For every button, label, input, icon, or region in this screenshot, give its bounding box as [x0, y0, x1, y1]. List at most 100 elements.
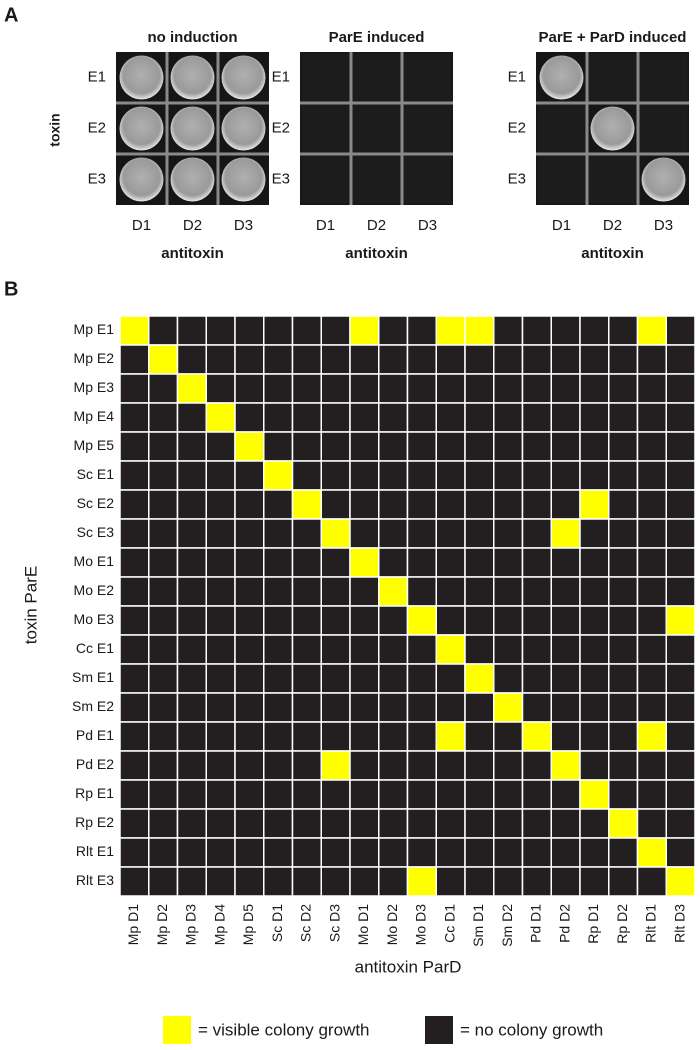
cell — [378, 315, 409, 346]
cell — [406, 692, 437, 723]
cell — [291, 489, 322, 520]
cell — [176, 808, 207, 839]
cell — [205, 750, 236, 781]
cell — [550, 547, 581, 578]
cell — [579, 663, 610, 694]
colony — [119, 55, 164, 100]
cell — [464, 866, 495, 897]
cell — [550, 576, 581, 607]
cell — [320, 344, 351, 375]
cell — [550, 779, 581, 810]
cell — [291, 808, 322, 839]
cell — [550, 866, 581, 897]
cell — [435, 692, 466, 723]
cell — [435, 779, 466, 810]
cell — [320, 866, 351, 897]
cell — [234, 837, 265, 868]
cell — [636, 547, 667, 578]
col-label: D1 — [316, 217, 335, 234]
cell — [608, 634, 639, 665]
cell — [493, 866, 524, 897]
cell — [435, 663, 466, 694]
cell — [493, 605, 524, 636]
row-label: Pd E2 — [76, 756, 114, 772]
cell — [291, 431, 322, 462]
legend-label: = no colony growth — [460, 1020, 603, 1039]
cell — [378, 431, 409, 462]
cell — [608, 866, 639, 897]
cell — [464, 721, 495, 752]
cell — [148, 634, 179, 665]
x-axis-label: antitoxin — [345, 245, 408, 262]
cell — [176, 489, 207, 520]
cell — [521, 663, 552, 694]
row-label: E2 — [88, 119, 106, 136]
cell — [234, 576, 265, 607]
cell — [464, 750, 495, 781]
cell — [665, 547, 696, 578]
legend-label: = visible colony growth — [198, 1020, 370, 1039]
cell — [349, 460, 380, 491]
cell — [435, 373, 466, 404]
cell — [148, 663, 179, 694]
plate-title: ParE induced — [329, 29, 425, 46]
cell — [205, 866, 236, 897]
row-label: Rlt E3 — [76, 872, 114, 888]
cell — [320, 402, 351, 433]
cell — [636, 837, 667, 868]
cell — [636, 692, 667, 723]
cell — [521, 866, 552, 897]
cell — [234, 692, 265, 723]
col-label: Pd D2 — [556, 904, 572, 943]
cell — [521, 518, 552, 549]
col-label: Pd D1 — [528, 904, 544, 943]
cell — [148, 605, 179, 636]
cell — [205, 808, 236, 839]
row-label: Sc E2 — [77, 495, 115, 511]
cell — [234, 344, 265, 375]
cell — [636, 779, 667, 810]
cell — [550, 402, 581, 433]
cell — [464, 576, 495, 607]
cell — [521, 344, 552, 375]
cell — [349, 808, 380, 839]
cell — [665, 315, 696, 346]
cell — [291, 866, 322, 897]
cell — [349, 634, 380, 665]
cell — [148, 866, 179, 897]
cell — [579, 866, 610, 897]
cell — [148, 373, 179, 404]
cell — [550, 721, 581, 752]
cell — [406, 721, 437, 752]
row-label: Sm E2 — [72, 698, 114, 714]
cell — [148, 489, 179, 520]
cell — [493, 460, 524, 491]
cell — [636, 721, 667, 752]
cell — [406, 808, 437, 839]
empty-spot — [352, 155, 401, 204]
empty-spot — [403, 53, 452, 102]
cell — [521, 547, 552, 578]
cell — [636, 315, 667, 346]
cell — [205, 460, 236, 491]
cell — [406, 634, 437, 665]
cell — [291, 547, 322, 578]
cell — [320, 808, 351, 839]
col-label: Mp D4 — [211, 904, 227, 945]
cell — [579, 576, 610, 607]
cell — [579, 373, 610, 404]
cell — [608, 779, 639, 810]
cell — [119, 373, 150, 404]
empty-spot — [352, 104, 401, 153]
cell — [435, 721, 466, 752]
plate-title: no induction — [148, 29, 238, 46]
cell — [263, 344, 294, 375]
cell — [435, 808, 466, 839]
x-axis-label: antitoxin — [161, 245, 224, 262]
cell — [349, 605, 380, 636]
cell — [234, 721, 265, 752]
cell — [665, 460, 696, 491]
cell — [521, 402, 552, 433]
cell — [119, 315, 150, 346]
cell — [176, 634, 207, 665]
